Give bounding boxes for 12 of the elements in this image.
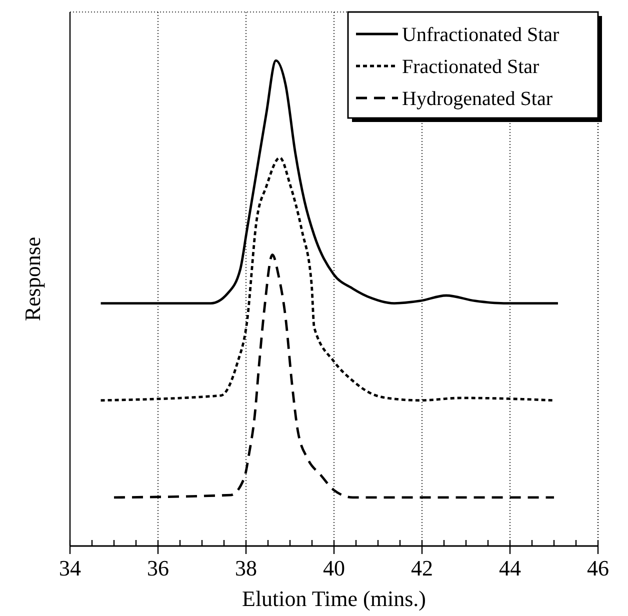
legend-label: Unfractionated Star xyxy=(402,24,560,46)
x-axis-title: Elution Time (mins.) xyxy=(242,586,426,611)
x-tick-label: 34 xyxy=(59,556,81,581)
x-tick-label: 40 xyxy=(323,556,345,581)
x-tick-label: 46 xyxy=(587,556,609,581)
x-tick-label: 38 xyxy=(235,556,257,581)
x-tick-label: 44 xyxy=(499,556,521,581)
legend-label: Fractionated Star xyxy=(402,56,540,78)
x-tick-label: 42 xyxy=(411,556,433,581)
y-axis-title: Response xyxy=(20,236,45,322)
x-tick-label: 36 xyxy=(147,556,169,581)
legend-label: Hydrogenated Star xyxy=(402,88,553,110)
